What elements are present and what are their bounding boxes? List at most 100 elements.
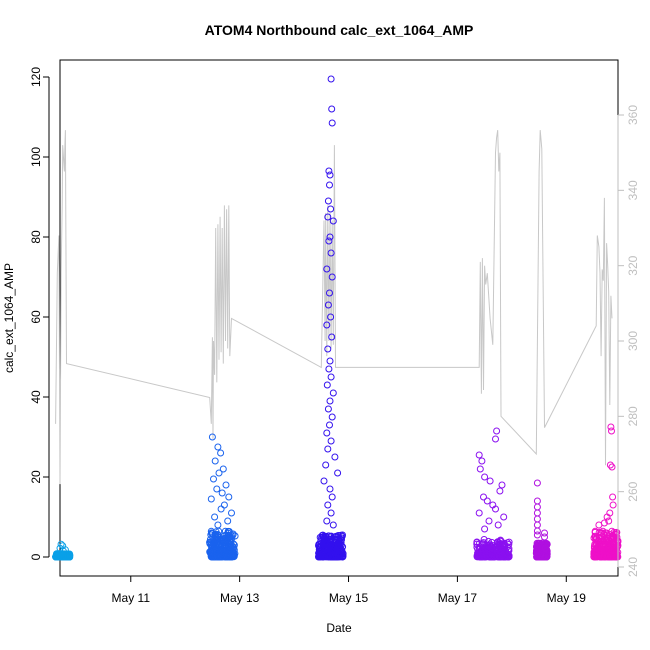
scatter-point [491,553,499,561]
scatter-point [328,493,336,501]
scatter-point [483,497,491,505]
scatter-point [326,171,334,179]
scatter-point [316,533,324,541]
scatter-point [541,540,549,548]
scatter-point [59,547,67,555]
scatter-point [324,553,332,561]
secondary-y-tick-label: 280 [626,406,640,426]
y-tick-label: 40 [29,390,43,404]
scatter-point [476,465,484,473]
scatter-point [210,475,217,483]
scatter-point [331,453,339,461]
scatter-point [486,477,494,485]
secondary-y-tick-label: 300 [626,331,640,351]
secondary-series-line [55,130,613,485]
scatter-point [595,528,603,536]
scatter-point [592,536,599,544]
scatter-point [211,457,219,465]
scatter-point [207,495,215,503]
scatter-point [214,553,222,561]
scatter-point [594,542,602,550]
scatter-point [533,509,541,517]
y-tick-label: 0 [29,553,43,560]
scatter-point [336,543,344,550]
scatter-point [230,546,238,554]
scatter-point [206,548,214,556]
scatter-point [323,265,331,273]
scatter-point [320,477,328,485]
scatter-point [323,381,331,389]
y-tick-label: 80 [29,230,43,244]
scatter-point [591,532,599,540]
scatter-point [537,551,545,559]
scatter-point [481,525,489,533]
scatter-point [595,521,603,529]
scatter-point [496,487,504,495]
scatter-point [328,547,336,555]
scatter-point [608,427,615,435]
scatter-point [493,427,501,435]
scatter-point [225,531,233,539]
scatter-point [604,541,612,548]
scatter-point [226,547,234,555]
scatter-point [324,405,332,413]
scatter-point [480,553,488,561]
y-axis-label: calc_ext_1064_AMP [2,263,16,373]
scatter-point [320,535,328,543]
scatter-point [533,521,541,529]
x-tick-label: May 13 [220,591,260,605]
scatter-point [541,545,549,552]
scatter-point [606,461,614,469]
scatter-point [533,527,541,535]
scatter-point [325,365,333,373]
scatter-point [214,538,222,546]
scatter-point [215,469,223,477]
scatter-point [327,205,335,213]
scatter-point [222,481,230,489]
scatter-point [324,501,332,509]
scatter-point [328,333,336,341]
scatter-point [505,547,513,555]
scatter-point [533,497,541,505]
scatter-point [334,539,342,547]
scatter-point [326,289,333,297]
scatter-point [326,181,333,189]
scatter-point [533,503,541,511]
scatter-point [494,539,501,546]
scatter-point [541,533,548,541]
scatter-point [496,549,504,557]
y-tick-label: 120 [29,67,43,87]
scatter-point [325,167,333,175]
scatter-point [225,493,233,501]
scatter-point [324,301,332,309]
scatter-point [500,548,508,556]
scatter-point [494,521,502,529]
scatter-point [228,552,236,560]
scatter-point [475,451,483,459]
scatter-point [335,546,343,554]
scatter-point [492,435,499,443]
scatter-point [57,540,65,548]
scatter-point [481,473,489,481]
secondary-y-tick-label: 260 [626,481,640,501]
scatter-point [500,513,508,521]
scatter-point [326,485,334,493]
y-tick-label: 100 [29,147,43,167]
scatter-point [328,413,336,421]
scatter-point [533,531,541,539]
scatter-point [224,517,232,525]
scatter-point [327,509,335,517]
scatter-point [326,233,334,241]
secondary-y-tick-label: 340 [626,180,640,200]
scatter-point [322,461,330,469]
plot-frame [59,59,619,577]
scatter-point [327,373,335,381]
secondary-y-tick-label: 240 [626,557,640,577]
scatter-point [505,538,513,546]
series-layer [52,75,622,561]
scatter-point [613,528,621,536]
scatter-point [480,493,487,501]
scatter-point [479,548,487,555]
scatter-point [57,553,65,561]
scatter-point [327,249,335,257]
